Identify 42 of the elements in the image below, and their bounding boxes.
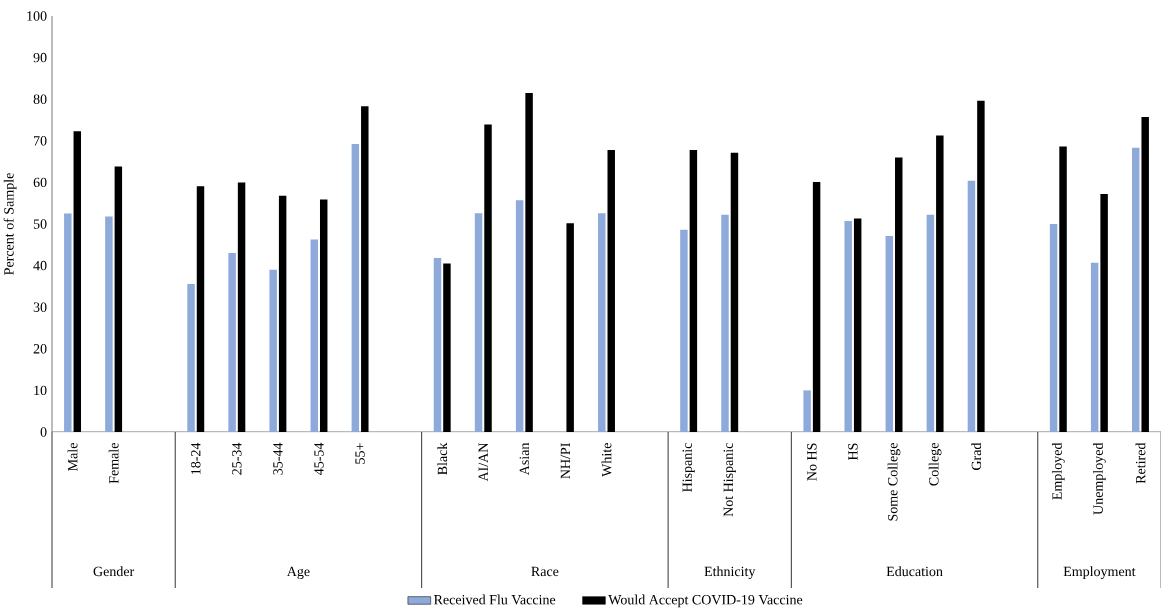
x-tick-label: 25-34 — [232, 442, 242, 475]
x-tick-label: 18-24 — [191, 442, 201, 475]
legend-label: Would Accept COVID-19 Vaccine — [608, 594, 803, 608]
y-tick-label: 60 — [33, 177, 47, 188]
x-tick-label: Unemployed — [1093, 442, 1106, 515]
y-tick-label: 20 — [33, 344, 47, 354]
legend-label: Received Flu Vaccine — [433, 594, 556, 605]
x-tick-label: Male — [67, 443, 78, 471]
text: Age — [286, 566, 310, 579]
x-tick-label: NH/PI — [560, 443, 571, 479]
x-tick-label: Hispanic — [682, 443, 695, 492]
x-tick-label: AI/AN — [478, 442, 488, 482]
y-tick-label: 50 — [33, 219, 47, 229]
y-tick-label: 90 — [33, 52, 47, 63]
x-tick-label: Grad — [971, 442, 982, 471]
x-tick-label: Asian — [519, 442, 530, 476]
y-tick-label: 0 — [40, 427, 47, 437]
text: Race — [531, 566, 559, 577]
y-tick-label: 10 — [34, 385, 47, 396]
text: Ethnicity — [704, 566, 756, 579]
x-tick-label: Some College — [887, 443, 901, 521]
x-tick-label: Not Hispanic — [723, 443, 736, 517]
x-tick-label: Employed — [1051, 442, 1065, 500]
y-tick-label: 70 — [34, 136, 47, 146]
x-tick-label: No HS — [807, 443, 817, 481]
text: Education — [886, 566, 943, 577]
x-tick-label: 35-44 — [273, 442, 283, 475]
y-tick-label: 40 — [33, 260, 47, 271]
y-tick-label: 30 — [33, 302, 47, 312]
x-tick-label: Black — [437, 442, 448, 475]
x-tick-label: HS — [848, 443, 858, 461]
x-tick-label: Retired — [1135, 442, 1146, 484]
text: Gender — [93, 566, 135, 577]
x-tick-label: 55+ — [355, 443, 365, 464]
x-tick-label: Female — [108, 443, 119, 484]
text: Employment — [1063, 566, 1136, 579]
y-axis-title: Percent of Sample — [3, 173, 17, 275]
y-tick-label: 80 — [33, 94, 47, 104]
x-tick-label: College — [928, 443, 942, 486]
x-tick-label: White — [601, 443, 612, 477]
x-tick-label: 45-54 — [314, 442, 324, 475]
y-tick-label: 100 — [27, 11, 47, 21]
